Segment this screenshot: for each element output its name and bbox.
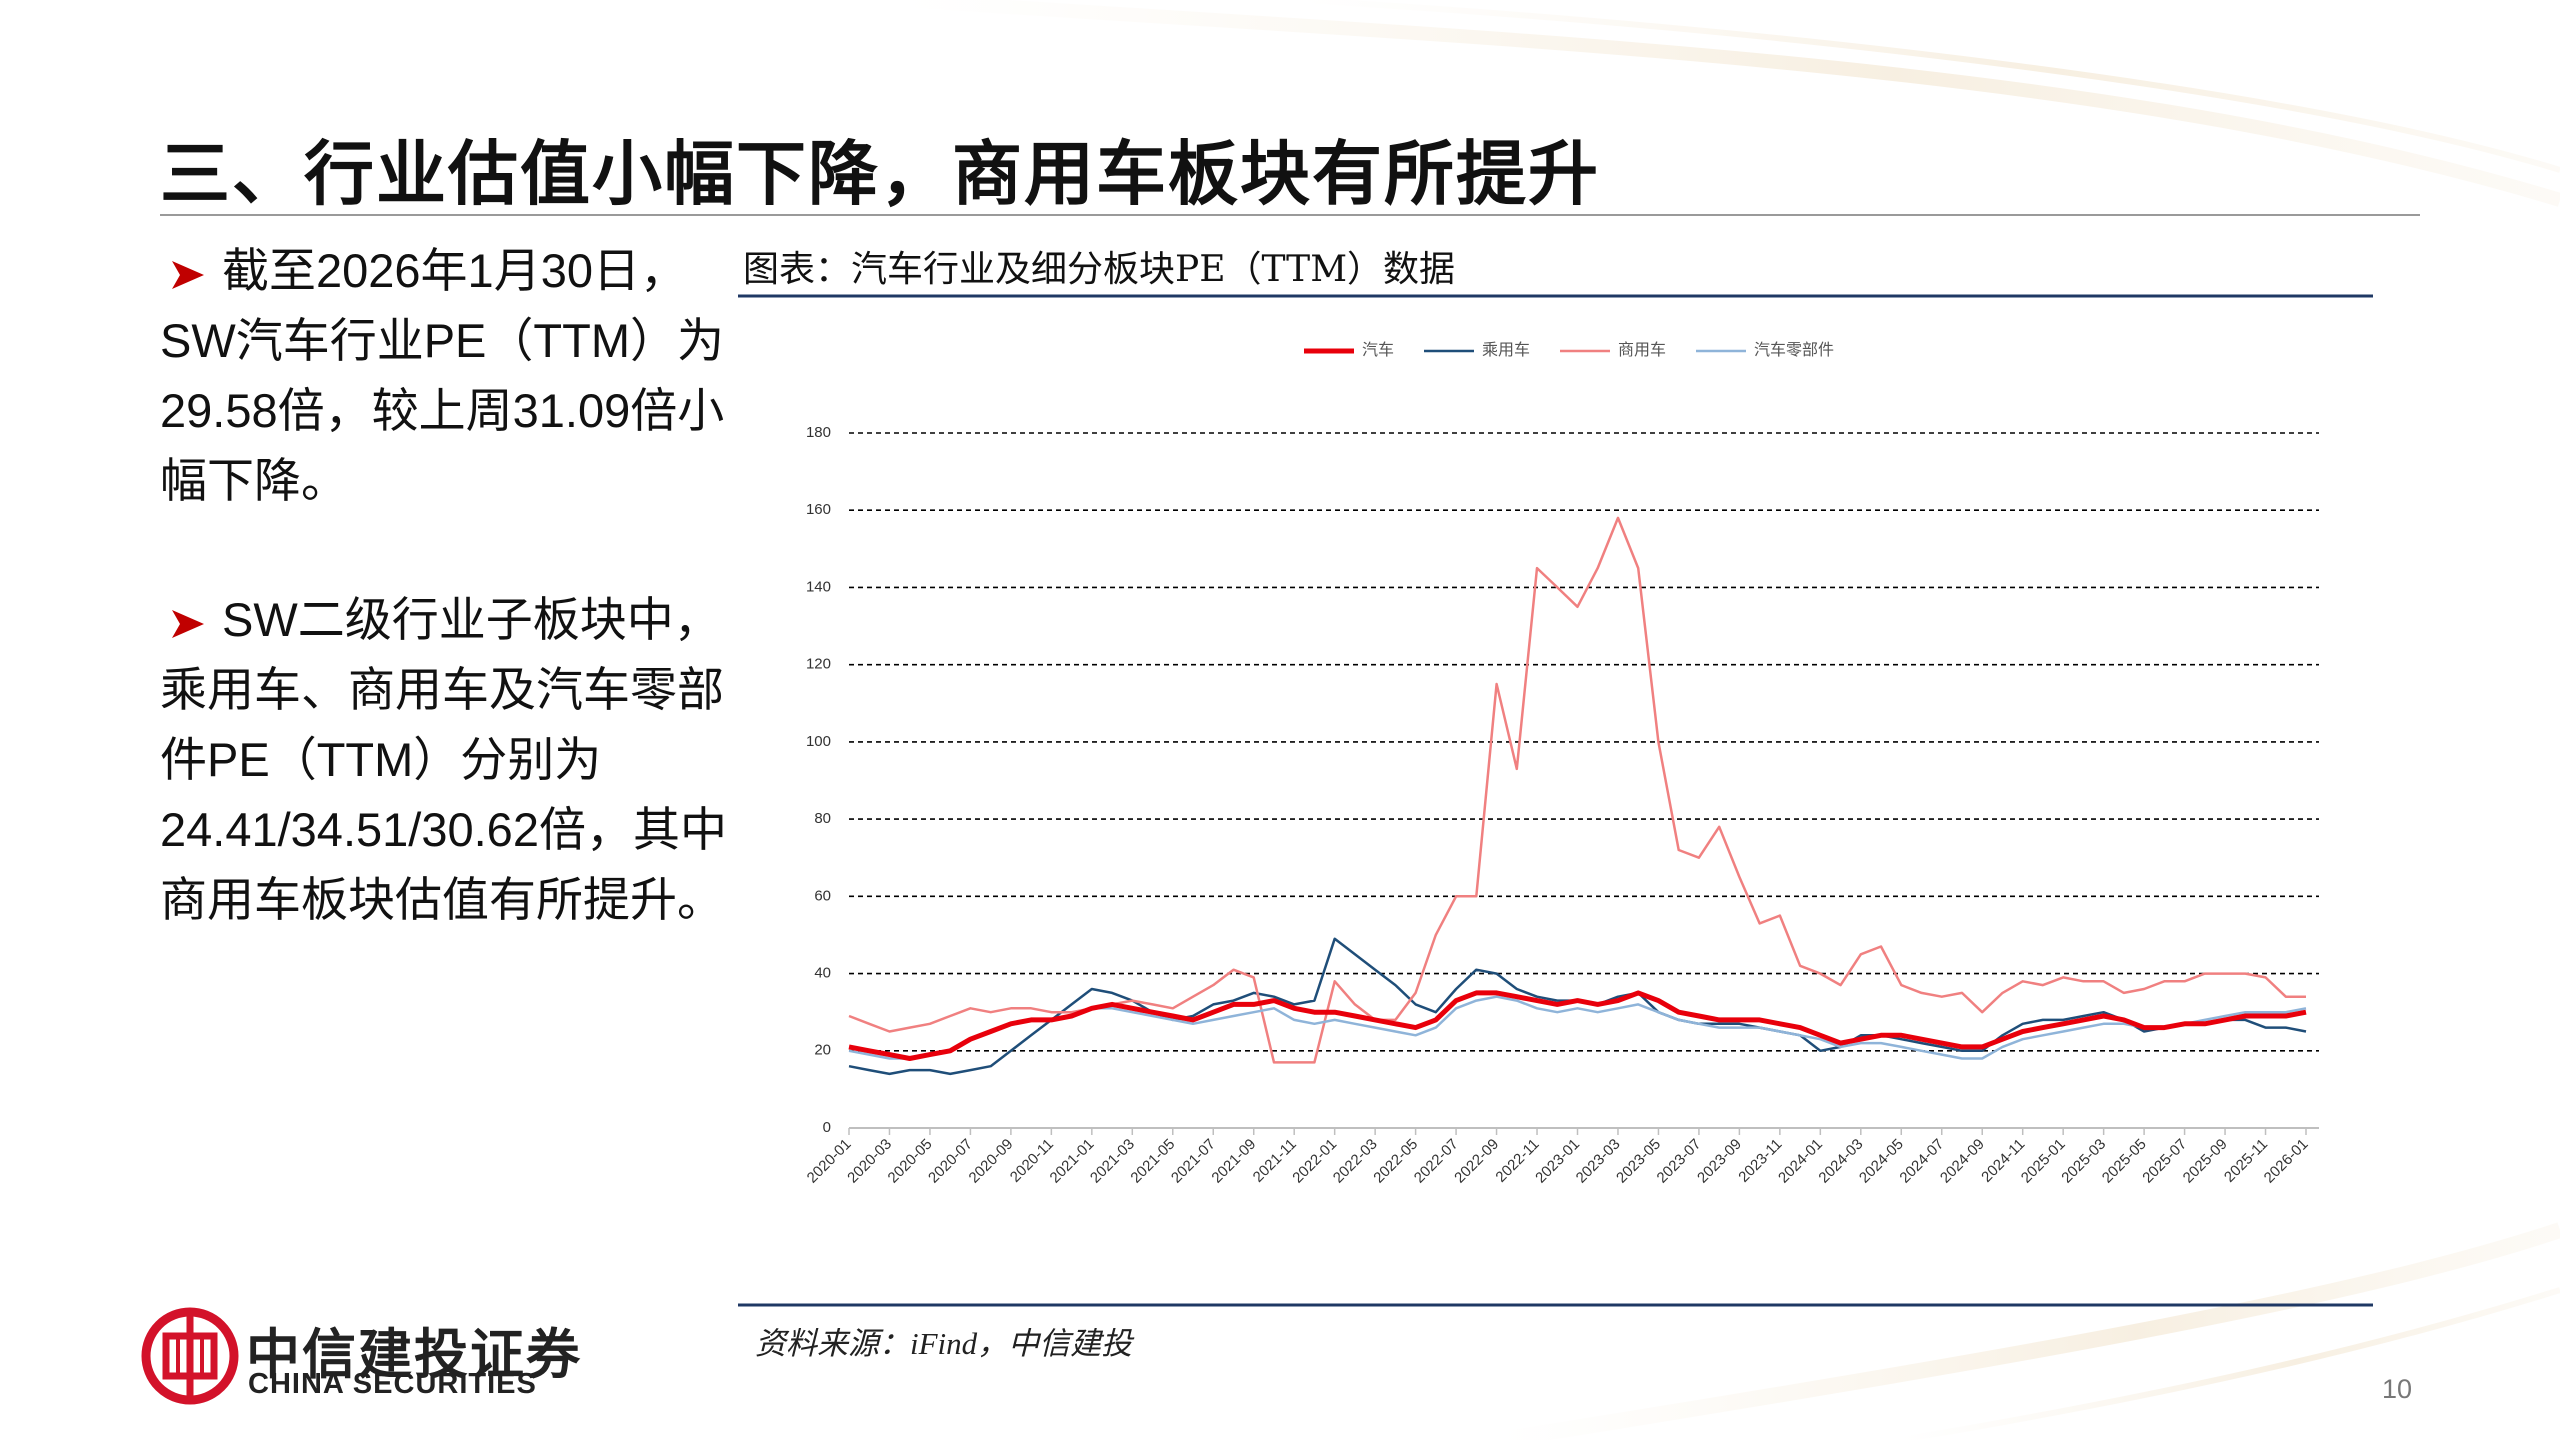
source-note: 资料来源：iFind，中信建投 bbox=[755, 1326, 1133, 1361]
y-tick-label: 100 bbox=[806, 733, 831, 750]
x-tick-label: 2021-07 bbox=[1168, 1136, 1219, 1187]
x-tick-label: 2025-03 bbox=[2058, 1136, 2109, 1187]
y-tick-label: 60 bbox=[814, 887, 831, 904]
x-tick-label: 2022-05 bbox=[1370, 1136, 1421, 1187]
x-tick-label: 2021-05 bbox=[1127, 1136, 1178, 1187]
slide-title: 三、行业估值小幅下降，商用车板块有所提升 bbox=[160, 135, 1600, 213]
x-tick-label: 2020-05 bbox=[885, 1136, 936, 1187]
x-tick-label: 2023-09 bbox=[1694, 1136, 1745, 1187]
x-tick-label: 2025-01 bbox=[2018, 1136, 2069, 1187]
legend-label: 乘用车 bbox=[1482, 341, 1530, 359]
x-tick-label: 2024-03 bbox=[1815, 1136, 1866, 1187]
x-tick-label: 2025-09 bbox=[2180, 1136, 2231, 1187]
series-line bbox=[848, 990, 2307, 1061]
logo-mark bbox=[141, 1307, 239, 1405]
x-tick-label: 2023-01 bbox=[1532, 1136, 1583, 1187]
x-tick-label: 2020-09 bbox=[966, 1136, 1017, 1187]
y-tick-label: 180 bbox=[806, 424, 831, 441]
bullet-paragraph: 截至2026年1月30日，SW汽车行业PE（TTM）为29.58倍，较上周31.… bbox=[160, 236, 740, 516]
y-tick-label: 120 bbox=[806, 656, 831, 673]
series-line bbox=[848, 516, 2306, 1064]
x-tick-label: 2021-03 bbox=[1087, 1136, 1138, 1187]
x-tick-label: 2021-09 bbox=[1208, 1136, 1259, 1187]
x-tick-label: 2020-01 bbox=[804, 1136, 855, 1187]
x-tick-label: 2021-01 bbox=[1047, 1136, 1098, 1187]
logo-text-cn: 中信建投证券 bbox=[246, 1322, 582, 1386]
chart-title: 图表：汽车行业及细分板块PE（TTM）数据 bbox=[743, 249, 1456, 290]
x-tick-label: 2020-03 bbox=[844, 1136, 895, 1187]
series-line bbox=[848, 937, 2307, 1076]
x-tick-label: 2025-05 bbox=[2099, 1136, 2150, 1187]
x-tick-label: 2023-03 bbox=[1573, 1136, 1624, 1187]
x-tick-label: 2022-03 bbox=[1330, 1136, 1381, 1187]
legend-label: 汽车零部件 bbox=[1754, 341, 1834, 359]
legend-label: 商用车 bbox=[1618, 341, 1666, 359]
x-tick-label: 2026-01 bbox=[2261, 1136, 2312, 1187]
bullet-text: 截至2026年1月30日，SW汽车行业PE（TTM）为29.58倍，较上周31.… bbox=[160, 244, 725, 507]
y-tick-label: 0 bbox=[823, 1119, 831, 1136]
logo-text-en: CHINA SECURITIES bbox=[248, 1368, 537, 1400]
x-tick-label: 2020-07 bbox=[925, 1136, 976, 1187]
bullet-arrow bbox=[172, 609, 204, 638]
y-tick-label: 80 bbox=[814, 810, 831, 827]
x-tick-label: 2022-09 bbox=[1451, 1136, 1502, 1187]
x-tick-label: 2022-07 bbox=[1411, 1136, 1462, 1187]
x-tick-label: 2024-09 bbox=[1937, 1136, 1988, 1187]
y-tick-label: 160 bbox=[806, 501, 831, 518]
x-tick-label: 2024-07 bbox=[1896, 1136, 1947, 1187]
x-tick-label: 2024-01 bbox=[1775, 1136, 1826, 1187]
x-tick-label: 2025-07 bbox=[2139, 1136, 2190, 1187]
bullet-arrow bbox=[172, 260, 204, 289]
bullet-text: SW二级行业子板块中，乘用车、商用车及汽车零部件PE（TTM）分别为24.41/… bbox=[160, 593, 727, 926]
y-tick-label: 140 bbox=[806, 578, 831, 595]
x-tick-label: 2024-05 bbox=[1856, 1136, 1907, 1187]
x-tick-label: 2022-01 bbox=[1289, 1136, 1340, 1187]
title-rule bbox=[160, 214, 2420, 216]
x-tick-label: 2023-07 bbox=[1654, 1136, 1705, 1187]
y-tick-label: 40 bbox=[814, 965, 831, 982]
x-tick-label: 2023-05 bbox=[1613, 1136, 1664, 1187]
y-tick-label: 20 bbox=[814, 1042, 831, 1059]
bullet-paragraph: SW二级行业子板块中，乘用车、商用车及汽车零部件PE（TTM）分别为24.41/… bbox=[160, 585, 740, 935]
legend-label: 汽车 bbox=[1362, 341, 1394, 359]
page-number: 10 bbox=[2382, 1374, 2413, 1404]
